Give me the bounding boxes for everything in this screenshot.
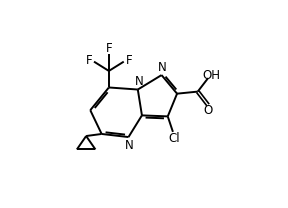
- Text: F: F: [106, 42, 112, 55]
- Text: N: N: [134, 75, 143, 88]
- Text: OH: OH: [203, 69, 221, 82]
- Text: Cl: Cl: [168, 132, 180, 145]
- Text: O: O: [203, 104, 213, 117]
- Text: N: N: [125, 139, 134, 152]
- Text: F: F: [86, 54, 92, 67]
- Text: N: N: [158, 61, 167, 74]
- Text: F: F: [126, 54, 132, 67]
